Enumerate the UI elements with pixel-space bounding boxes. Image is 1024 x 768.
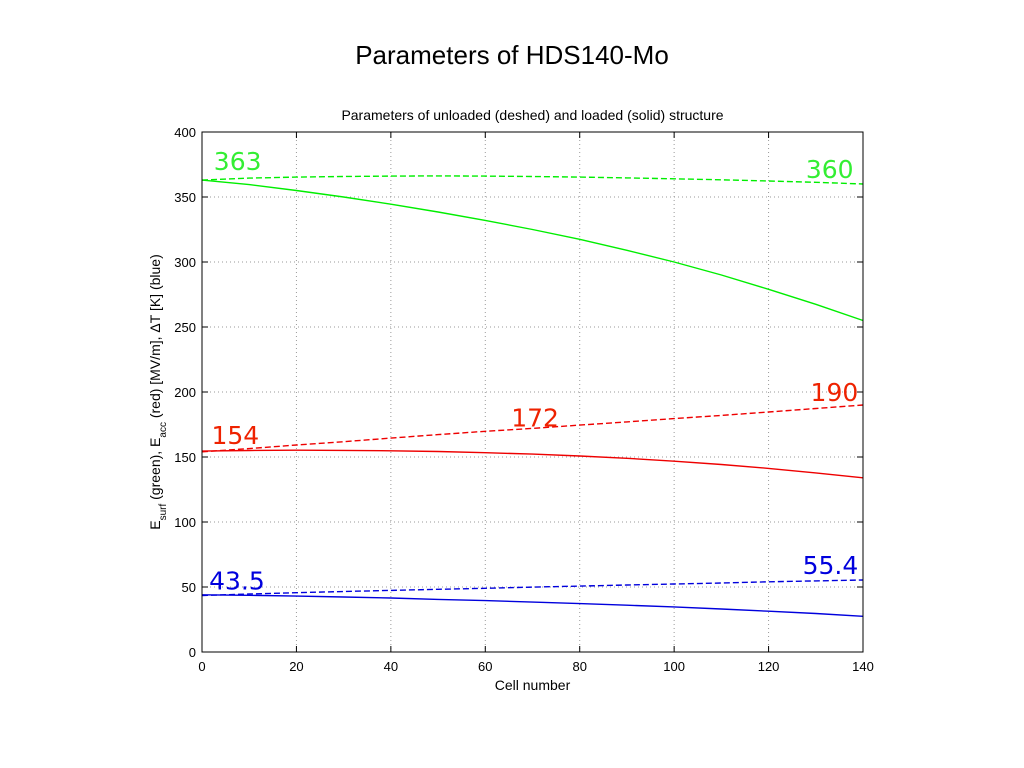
y-tick-label: 50 bbox=[182, 580, 196, 595]
y-tick-label: 100 bbox=[174, 515, 196, 530]
y-tick-label: 250 bbox=[174, 320, 196, 335]
data-label-4: 172 bbox=[511, 403, 559, 432]
x-tick-label: 80 bbox=[572, 659, 586, 674]
y-label-sub1: surf bbox=[158, 504, 169, 521]
axis-ticks: 0 20 40 60 80 100 120 140 0 50 100 150 200 250 300 350 4… bbox=[174, 125, 874, 674]
y-label-sub2: acc bbox=[158, 422, 169, 438]
y-tick-label: 300 bbox=[174, 255, 196, 270]
data-label-1: 363 bbox=[214, 147, 262, 176]
slide-title: Parameters of HDS140-Mo bbox=[355, 40, 669, 70]
annotations: 363 360 154 172 190 43.5 55.4 bbox=[209, 147, 858, 595]
data-label-5: 190 bbox=[811, 378, 859, 407]
x-tick-label: 60 bbox=[478, 659, 492, 674]
y-axis-label: Esurf (green), Eacc (red) [MV/m], ΔT [K]… bbox=[147, 254, 169, 530]
chart-title: Parameters of unloaded (deshed) and load… bbox=[341, 107, 723, 123]
series-group bbox=[201, 175, 864, 617]
series-line-5 bbox=[201, 579, 864, 597]
series-line-4 bbox=[201, 449, 864, 479]
y-tick-label: 400 bbox=[174, 125, 196, 140]
x-tick-label: 0 bbox=[198, 659, 205, 674]
x-tick-label: 100 bbox=[663, 659, 685, 674]
series-line-3 bbox=[201, 404, 864, 453]
grid bbox=[202, 132, 863, 652]
data-label-2: 360 bbox=[806, 155, 854, 184]
y-tick-label: 200 bbox=[174, 385, 196, 400]
x-tick-label: 140 bbox=[852, 659, 874, 674]
series-line-6 bbox=[201, 594, 864, 617]
y-label-part2: (green), E bbox=[147, 438, 163, 504]
data-label-6: 43.5 bbox=[209, 566, 265, 595]
x-tick-label: 20 bbox=[289, 659, 303, 674]
plot-area-frame bbox=[201, 131, 864, 653]
data-label-7: 55.4 bbox=[803, 551, 859, 580]
x-tick-label: 120 bbox=[758, 659, 780, 674]
series-line-1 bbox=[201, 175, 864, 185]
y-tick-label: 0 bbox=[189, 645, 196, 660]
y-label-delta: Δ bbox=[147, 323, 163, 332]
y-tick-label: 350 bbox=[174, 190, 196, 205]
x-axis-label: Cell number bbox=[495, 677, 571, 693]
x-tick-label: 40 bbox=[384, 659, 398, 674]
data-label-3: 154 bbox=[211, 421, 259, 450]
y-label-part3: (red) [MV/m], bbox=[147, 333, 163, 422]
y-tick-label: 150 bbox=[174, 450, 196, 465]
y-label-part4: T [K] (blue) bbox=[147, 254, 163, 323]
y-label-part1: E bbox=[147, 520, 163, 529]
series-line-2 bbox=[201, 179, 864, 322]
